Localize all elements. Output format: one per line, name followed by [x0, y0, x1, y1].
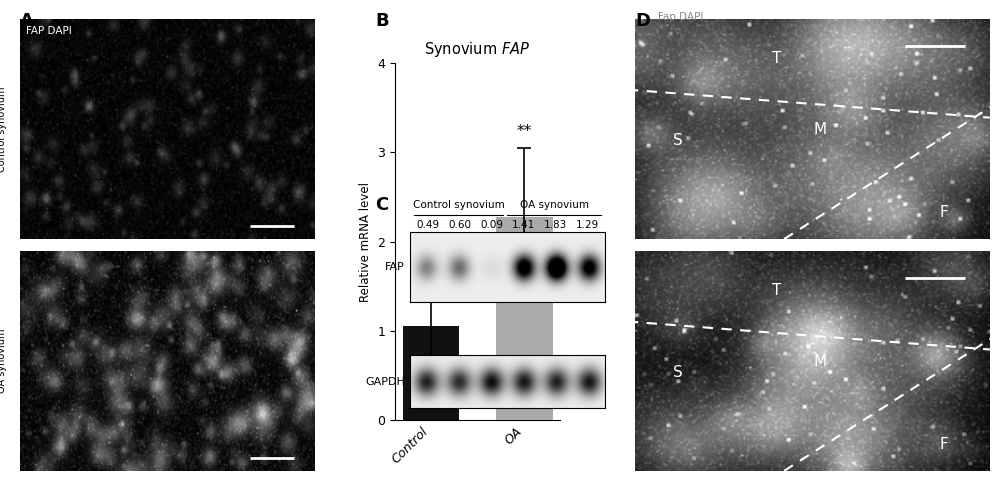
Text: Fap DAPI: Fap DAPI	[658, 12, 703, 22]
Text: FAP: FAP	[385, 262, 405, 271]
Text: C: C	[375, 196, 388, 213]
Text: 0.09: 0.09	[480, 220, 503, 229]
Text: B: B	[375, 12, 389, 30]
Text: 1.83: 1.83	[544, 220, 567, 229]
Text: S: S	[673, 365, 682, 380]
Bar	[496, 217, 552, 420]
Text: Control synovium: Control synovium	[0, 86, 7, 172]
Text: M: M	[813, 122, 826, 137]
Text: 0.49: 0.49	[416, 220, 439, 229]
Text: **: **	[517, 124, 532, 139]
Text: S: S	[673, 133, 682, 148]
Text: 0.60: 0.60	[448, 220, 471, 229]
Text: GAPDH: GAPDH	[365, 377, 405, 386]
Text: F: F	[939, 437, 948, 452]
Title: Synovium $\it{FAP}$: Synovium $\it{FAP}$	[424, 41, 531, 59]
Bar	[402, 327, 459, 420]
Text: 1.29: 1.29	[575, 220, 599, 229]
Text: T: T	[772, 51, 782, 66]
Text: D: D	[635, 12, 650, 30]
Text: Sham: Sham	[997, 114, 1000, 144]
Text: M: M	[813, 354, 826, 369]
Text: OA synovium: OA synovium	[0, 329, 7, 393]
Text: DMM: DMM	[997, 348, 1000, 374]
Y-axis label: Relative mRNA level: Relative mRNA level	[359, 182, 372, 301]
Text: T: T	[772, 283, 782, 298]
Text: 1.41: 1.41	[512, 220, 535, 229]
Text: OA synovium: OA synovium	[520, 200, 588, 210]
Text: F: F	[939, 205, 948, 220]
Text: FAP DAPI: FAP DAPI	[26, 26, 72, 36]
Text: A: A	[20, 12, 34, 30]
Text: Control synovium: Control synovium	[413, 200, 504, 210]
